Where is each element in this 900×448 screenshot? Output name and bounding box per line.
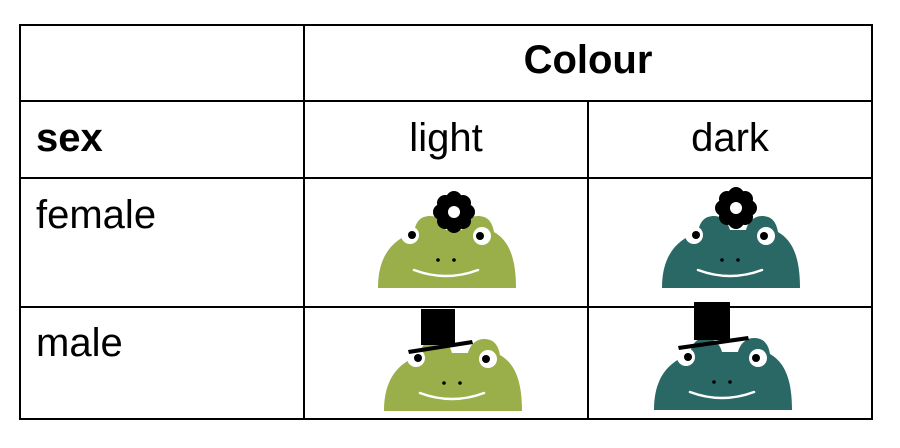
column-header-dark: dark: [691, 116, 769, 160]
column-group-header: Colour: [523, 38, 653, 82]
row-header-label: sex: [36, 116, 103, 160]
frog-female-light: [378, 191, 516, 288]
flower-icon: [433, 191, 475, 233]
frog-female-dark: [662, 187, 800, 288]
flower-icon: [715, 187, 757, 229]
row-label-female: female: [36, 193, 157, 237]
column-header-light: light: [409, 116, 483, 160]
top-hat-icon: [408, 309, 473, 354]
frog-icon: [378, 216, 516, 288]
frog-male-light: [384, 309, 522, 411]
frog-icon: [662, 216, 800, 288]
frog-male-dark: [654, 302, 792, 410]
row-label-male: male: [36, 321, 123, 365]
frog-icon: [384, 339, 522, 411]
top-hat-icon: [678, 302, 749, 350]
frog-icon: [654, 338, 792, 410]
